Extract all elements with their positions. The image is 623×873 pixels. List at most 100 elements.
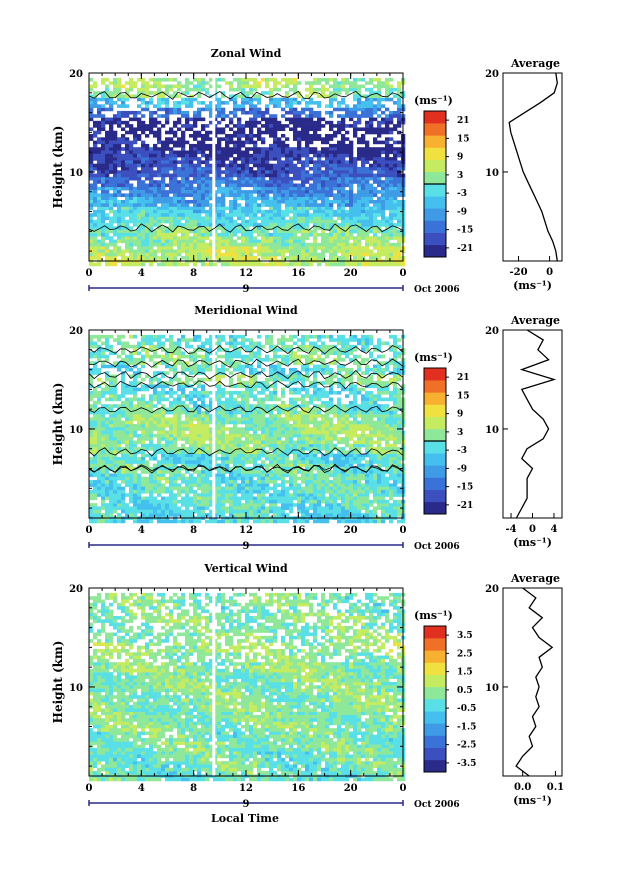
- heatmap-cell: [333, 493, 338, 497]
- heatmap-cell: [289, 216, 294, 221]
- heatmap-cell: [113, 463, 118, 468]
- heatmap-cell: [345, 209, 350, 214]
- heatmap-cell: [281, 196, 286, 201]
- heatmap-cell: [261, 480, 266, 484]
- heatmap-cell: [389, 229, 394, 234]
- heatmap-cell: [181, 186, 186, 191]
- heatmap-cell: [241, 262, 246, 267]
- heatmap-cell: [189, 134, 194, 138]
- heatmap-cell: [357, 493, 362, 497]
- heatmap-cell: [253, 186, 258, 191]
- heatmap-cell: [361, 157, 366, 161]
- heatmap-cell: [393, 203, 398, 207]
- heatmap-cell: [281, 97, 286, 102]
- heatmap-cell: [285, 84, 290, 89]
- heatmap-cell: [249, 97, 254, 102]
- heatmap-cell: [385, 229, 390, 234]
- heatmap-cell: [229, 252, 234, 257]
- heatmap-cell: [205, 199, 210, 204]
- heatmap-cell: [241, 180, 246, 184]
- heatmap-cell: [269, 97, 274, 102]
- heatmap-cell: [93, 213, 98, 217]
- heatmap-cell: [349, 160, 354, 165]
- heatmap-cell: [133, 199, 138, 204]
- heatmap-cell: [217, 476, 222, 481]
- heatmap-cell: [241, 252, 246, 257]
- heatmap-cell: [189, 206, 194, 211]
- heatmap-cell: [389, 246, 394, 250]
- heatmap-cell: [377, 101, 382, 105]
- heatmap-cell: [273, 140, 278, 145]
- heatmap-cell: [189, 101, 194, 105]
- heatmap-cell: [109, 242, 114, 247]
- heatmap-cell: [137, 466, 142, 471]
- heatmap-cell: [121, 206, 126, 211]
- heatmap-cell: [329, 503, 334, 507]
- heatmap-cell: [89, 216, 94, 221]
- heatmap-cell: [245, 173, 250, 178]
- heatmap-cell: [89, 117, 94, 122]
- heatmap-cell: [345, 114, 350, 118]
- heatmap-cell: [173, 143, 178, 148]
- heatmap-cell: [253, 486, 258, 491]
- heatmap-cell: [89, 496, 94, 501]
- heatmap-cell: [125, 256, 130, 260]
- heatmap-cell: [269, 87, 274, 92]
- heatmap-cell: [89, 519, 94, 524]
- heatmap-cell: [93, 246, 98, 250]
- heatmap-cell: [345, 509, 350, 514]
- heatmap-cell: [289, 150, 294, 155]
- heatmap-cell: [357, 120, 362, 125]
- heatmap-cell: [369, 503, 374, 507]
- heatmap-cell: [241, 463, 246, 468]
- heatmap-cell: [289, 180, 294, 184]
- heatmap-cell: [353, 236, 358, 240]
- heatmap-cell: [385, 206, 390, 211]
- heatmap-cell: [277, 209, 282, 214]
- heatmap-cell: [289, 196, 294, 201]
- heatmap-cell: [113, 239, 118, 244]
- heatmap-cell: [381, 196, 386, 201]
- x-tick-label: 12: [239, 268, 253, 279]
- heatmap-cell: [197, 101, 202, 105]
- heatmap-cell: [301, 463, 306, 468]
- heatmap-cell: [301, 107, 306, 112]
- heatmap-cell: [149, 124, 154, 128]
- heatmap-cell: [169, 509, 174, 514]
- heatmap-cell: [117, 186, 122, 191]
- heatmap-cell: [157, 114, 162, 118]
- heatmap-cell: [161, 163, 166, 168]
- heatmap-cell: [273, 143, 278, 148]
- heatmap-cell: [341, 196, 346, 201]
- heatmap-cell: [265, 463, 270, 468]
- heatmap-cell: [393, 509, 398, 514]
- heatmap-cell: [117, 140, 122, 145]
- heatmap-cell: [261, 137, 266, 141]
- heatmap-cell: [97, 160, 102, 165]
- heatmap-cell: [325, 232, 330, 237]
- heatmap-cell: [101, 124, 106, 128]
- heatmap-cell: [261, 249, 266, 254]
- heatmap-cell: [125, 193, 130, 197]
- heatmap-cell: [253, 473, 258, 478]
- heatmap-cell: [133, 147, 138, 151]
- heatmap-cell: [233, 190, 238, 194]
- heatmap-cell: [281, 223, 286, 227]
- heatmap-cell: [309, 91, 314, 95]
- heatmap-cell: [277, 246, 282, 250]
- heatmap-cell: [317, 489, 322, 494]
- zero-contour: [88, 223, 404, 233]
- heatmap-cell: [305, 229, 310, 234]
- heatmap-cell: [209, 229, 214, 234]
- heatmap-cell: [93, 91, 98, 95]
- heatmap-cell: [365, 493, 370, 497]
- heatmap-cell: [257, 160, 262, 165]
- heatmap-cell: [297, 486, 302, 491]
- heatmap-cell: [165, 236, 170, 240]
- heatmap-cell: [289, 262, 294, 267]
- heatmap-cell: [293, 236, 298, 240]
- heatmap-cell: [393, 499, 398, 504]
- heatmap-cell: [113, 496, 118, 501]
- heatmap-cell: [357, 509, 362, 514]
